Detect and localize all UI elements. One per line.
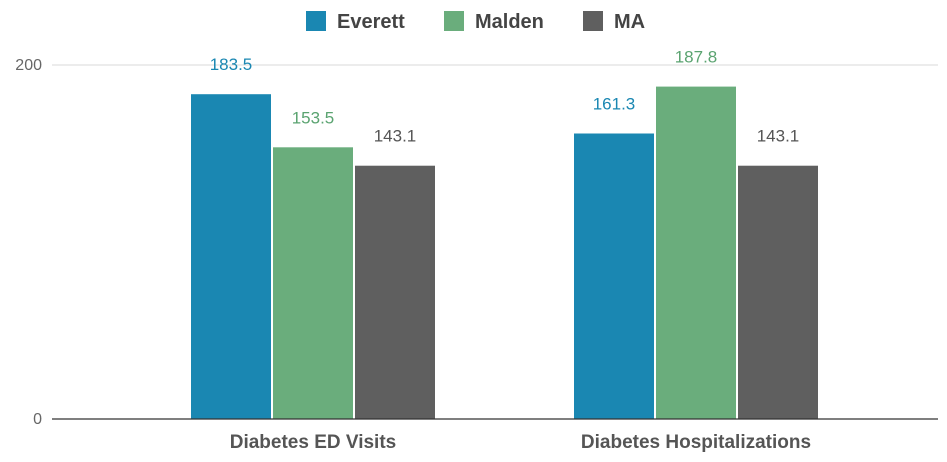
legend-swatch-ma: [583, 11, 603, 31]
axis-layer: 0 200 Diabetes ED Visits Diabetes Hospitali…: [15, 57, 938, 453]
data-label-malden-1: 187.8: [675, 48, 718, 67]
label-layer: 183.5 153.5 143.1 161.3 187.8 143.1: [210, 48, 800, 146]
bar-malden-0: [273, 147, 353, 419]
y-tick-label-200: 200: [15, 57, 42, 74]
data-label-ma-1: 143.1: [757, 127, 800, 146]
data-label-everett-1: 161.3: [593, 94, 636, 113]
bar-ma-0: [355, 165, 435, 419]
legend-item-malden: Malden: [444, 11, 544, 33]
legend-swatch-malden: [444, 11, 464, 31]
data-label-everett-0: 183.5: [210, 55, 253, 74]
bar-everett-1: [574, 133, 654, 419]
legend-label-everett: Everett: [337, 11, 405, 33]
x-tick-label-0: Diabetes ED Visits: [230, 432, 397, 453]
bar-layer: [191, 86, 818, 420]
legend-swatch-everett: [306, 11, 326, 31]
data-label-malden-0: 153.5: [292, 108, 335, 127]
data-label-ma-0: 143.1: [374, 127, 417, 146]
legend: Everett Malden MA: [306, 11, 645, 33]
legend-item-everett: Everett: [306, 11, 405, 33]
legend-item-ma: MA: [583, 11, 645, 33]
bar-malden-1: [656, 86, 736, 420]
legend-label-ma: MA: [614, 11, 645, 33]
bar-everett-0: [191, 94, 271, 419]
y-tick-label-0: 0: [33, 411, 42, 428]
x-tick-label-1: Diabetes Hospitalizations: [581, 432, 811, 453]
bar-ma-1: [738, 165, 818, 419]
legend-label-malden: Malden: [475, 11, 544, 33]
